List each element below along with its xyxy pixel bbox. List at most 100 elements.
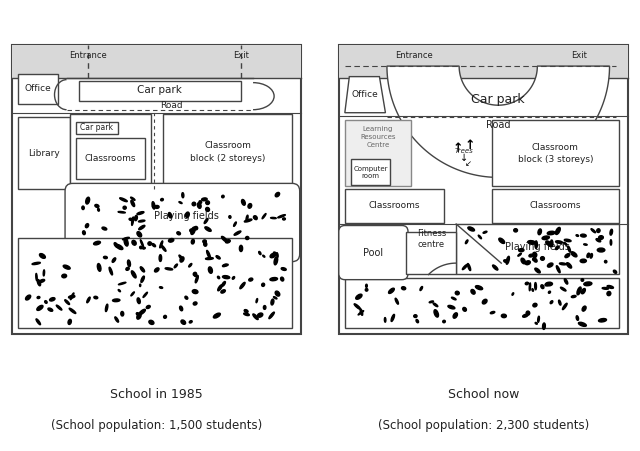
Ellipse shape — [278, 215, 285, 218]
Ellipse shape — [581, 279, 584, 281]
Ellipse shape — [63, 265, 70, 269]
Ellipse shape — [564, 239, 571, 242]
Text: Car park: Car park — [80, 123, 113, 132]
Ellipse shape — [264, 306, 266, 309]
Ellipse shape — [490, 312, 495, 314]
Ellipse shape — [139, 309, 145, 315]
Ellipse shape — [240, 282, 245, 289]
Ellipse shape — [547, 263, 553, 267]
Ellipse shape — [131, 197, 135, 200]
Ellipse shape — [451, 297, 456, 300]
Ellipse shape — [127, 260, 131, 267]
Ellipse shape — [94, 296, 98, 299]
Ellipse shape — [541, 285, 544, 289]
Ellipse shape — [568, 246, 570, 252]
Ellipse shape — [564, 242, 567, 245]
Ellipse shape — [185, 296, 188, 299]
Ellipse shape — [529, 254, 533, 257]
Ellipse shape — [465, 240, 468, 244]
Ellipse shape — [114, 243, 118, 247]
Ellipse shape — [137, 232, 141, 237]
FancyBboxPatch shape — [339, 45, 628, 78]
Ellipse shape — [468, 227, 474, 231]
Ellipse shape — [483, 231, 487, 233]
Ellipse shape — [550, 301, 553, 304]
Ellipse shape — [244, 313, 250, 316]
Text: Classrooms: Classrooms — [530, 202, 581, 211]
Text: Car park: Car park — [138, 85, 182, 96]
Ellipse shape — [548, 291, 550, 293]
Ellipse shape — [448, 305, 455, 309]
Ellipse shape — [140, 246, 142, 249]
Ellipse shape — [82, 206, 84, 210]
Ellipse shape — [193, 272, 196, 276]
Ellipse shape — [416, 319, 419, 323]
FancyBboxPatch shape — [12, 45, 301, 78]
Ellipse shape — [221, 195, 224, 198]
Ellipse shape — [83, 231, 85, 235]
Ellipse shape — [533, 252, 537, 257]
Ellipse shape — [49, 298, 55, 301]
Ellipse shape — [95, 204, 99, 207]
Ellipse shape — [179, 202, 182, 203]
Ellipse shape — [538, 229, 541, 235]
Ellipse shape — [152, 202, 155, 209]
Ellipse shape — [462, 264, 467, 270]
Ellipse shape — [249, 278, 253, 281]
FancyBboxPatch shape — [492, 189, 618, 222]
Ellipse shape — [197, 202, 201, 208]
Ellipse shape — [36, 273, 37, 281]
Ellipse shape — [590, 253, 593, 258]
Ellipse shape — [535, 268, 540, 273]
FancyBboxPatch shape — [163, 114, 292, 189]
Ellipse shape — [253, 216, 257, 219]
Ellipse shape — [239, 245, 243, 252]
Ellipse shape — [204, 219, 208, 224]
Ellipse shape — [269, 312, 275, 318]
Ellipse shape — [257, 313, 263, 317]
Ellipse shape — [223, 276, 230, 279]
Ellipse shape — [147, 305, 150, 308]
FancyBboxPatch shape — [12, 45, 301, 334]
Ellipse shape — [140, 240, 143, 247]
Ellipse shape — [104, 256, 108, 259]
Ellipse shape — [93, 241, 100, 245]
Ellipse shape — [174, 264, 177, 268]
Ellipse shape — [535, 322, 538, 324]
Ellipse shape — [263, 255, 265, 257]
Ellipse shape — [191, 227, 195, 235]
Polygon shape — [387, 66, 609, 177]
Ellipse shape — [102, 227, 107, 230]
Ellipse shape — [195, 275, 198, 276]
Ellipse shape — [194, 226, 198, 230]
Ellipse shape — [545, 283, 549, 286]
Ellipse shape — [199, 201, 202, 203]
FancyBboxPatch shape — [19, 238, 292, 328]
Ellipse shape — [559, 263, 566, 265]
Ellipse shape — [512, 293, 514, 295]
Ellipse shape — [483, 299, 487, 304]
Ellipse shape — [597, 248, 605, 252]
Ellipse shape — [132, 240, 136, 245]
Ellipse shape — [120, 198, 127, 202]
Ellipse shape — [518, 253, 522, 256]
Ellipse shape — [97, 263, 101, 272]
Ellipse shape — [273, 297, 277, 299]
Ellipse shape — [533, 258, 537, 262]
Ellipse shape — [591, 229, 596, 233]
Ellipse shape — [26, 295, 31, 300]
Ellipse shape — [533, 304, 537, 307]
Ellipse shape — [203, 240, 206, 243]
Text: Car park: Car park — [472, 92, 525, 106]
Ellipse shape — [493, 265, 498, 270]
Ellipse shape — [213, 313, 220, 318]
Ellipse shape — [358, 311, 364, 315]
Ellipse shape — [244, 219, 252, 222]
Text: Classrooms: Classrooms — [84, 154, 136, 163]
Text: ↑: ↑ — [452, 143, 463, 155]
Ellipse shape — [234, 231, 241, 235]
Text: Library: Library — [28, 149, 60, 158]
Text: Fitness
centre: Fitness centre — [417, 229, 446, 249]
Ellipse shape — [571, 252, 577, 257]
FancyBboxPatch shape — [406, 231, 456, 274]
